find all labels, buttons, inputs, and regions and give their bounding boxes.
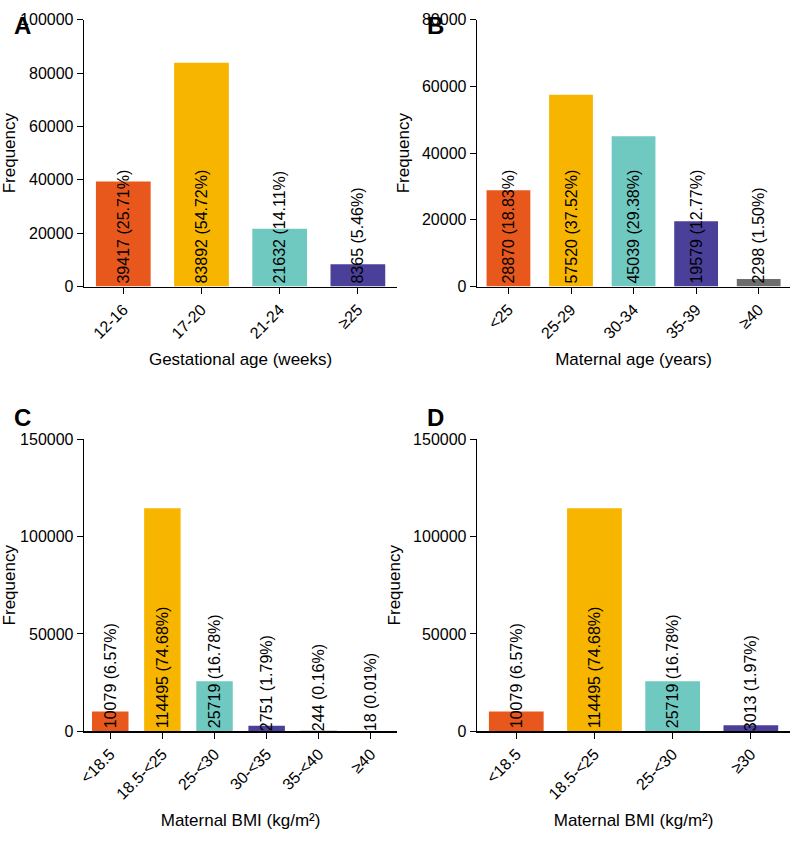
svg-text:18 (0.01%): 18 (0.01%) (362, 653, 379, 731)
svg-text:100000: 100000 (20, 528, 73, 545)
svg-text:35-39: 35-39 (663, 301, 704, 342)
svg-text:18.5-<25: 18.5-<25 (545, 746, 602, 803)
svg-text:80000: 80000 (29, 65, 74, 82)
svg-text:57520 (37.52%): 57520 (37.52%) (563, 170, 580, 284)
svg-text:150000: 150000 (413, 431, 466, 448)
svg-text:21-24: 21-24 (247, 301, 288, 342)
svg-text:28870 (18.83%): 28870 (18.83%) (500, 170, 517, 284)
svg-text:0: 0 (65, 278, 74, 295)
svg-text:60000: 60000 (29, 118, 74, 135)
svg-text:≥40: ≥40 (736, 301, 767, 332)
svg-text:0: 0 (458, 723, 467, 740)
svg-text:50000: 50000 (422, 625, 467, 642)
svg-text:20000: 20000 (29, 225, 74, 242)
svg-text:A: A (14, 12, 31, 39)
svg-text:25-<30: 25-<30 (175, 746, 223, 794)
svg-text:8365 (5.46%): 8365 (5.46%) (349, 187, 366, 283)
svg-text:Frequency: Frequency (385, 545, 404, 626)
svg-text:60000: 60000 (422, 78, 467, 95)
svg-text:30-34: 30-34 (600, 301, 641, 342)
svg-text:244 (0.16%): 244 (0.16%) (310, 644, 327, 731)
svg-text:C: C (14, 404, 31, 431)
svg-text:114495 (74.68%): 114495 (74.68%) (154, 607, 171, 729)
svg-text:35-<40: 35-<40 (279, 746, 327, 794)
svg-text:≥25: ≥25 (335, 301, 366, 332)
svg-text:2751 (1.79%): 2751 (1.79%) (258, 635, 275, 731)
svg-text:0: 0 (458, 278, 467, 295)
svg-text:25719 (16.78%): 25719 (16.78%) (206, 614, 223, 728)
svg-text:Gestational age (weeks): Gestational age (weeks) (149, 350, 332, 369)
svg-text:Maternal BMI (kg/m²): Maternal BMI (kg/m²) (554, 811, 714, 830)
svg-text:<25: <25 (485, 301, 516, 332)
svg-text:150000: 150000 (20, 431, 73, 448)
svg-text:100000: 100000 (413, 528, 466, 545)
svg-text:Frequency: Frequency (0, 112, 19, 193)
svg-text:25-<30: 25-<30 (633, 746, 681, 794)
svg-text:≥40: ≥40 (348, 746, 379, 777)
svg-text:3013 (1.97%): 3013 (1.97%) (742, 635, 759, 731)
svg-text:D: D (427, 404, 444, 431)
svg-text:Frequency: Frequency (394, 112, 413, 193)
svg-text:<18.5: <18.5 (77, 746, 118, 787)
svg-text:25719 (16.78%): 25719 (16.78%) (664, 614, 681, 728)
svg-text:Maternal age (years): Maternal age (years) (555, 350, 712, 369)
svg-text:50000: 50000 (29, 625, 74, 642)
svg-text:21632 (14.11%): 21632 (14.11%) (271, 171, 288, 284)
svg-text:30-<35: 30-<35 (227, 746, 275, 794)
svg-text:80000: 80000 (422, 11, 467, 28)
svg-text:45039 (29.38%): 45039 (29.38%) (625, 170, 642, 284)
svg-text:25-29: 25-29 (538, 301, 579, 342)
svg-text:18.5-<25: 18.5-<25 (113, 746, 170, 803)
svg-text:39417 (25.71%): 39417 (25.71%) (115, 170, 132, 284)
svg-text:12-16: 12-16 (90, 301, 131, 342)
svg-text:10079 (6.57%): 10079 (6.57%) (508, 623, 525, 728)
svg-text:2298 (1.50%): 2298 (1.50%) (750, 187, 767, 283)
svg-text:Maternal BMI (kg/m²): Maternal BMI (kg/m²) (161, 811, 321, 830)
svg-text:17-20: 17-20 (168, 301, 209, 342)
svg-text:20000: 20000 (422, 211, 467, 228)
svg-text:19579 (12.77%): 19579 (12.77%) (688, 170, 705, 284)
svg-text:100000: 100000 (20, 11, 73, 28)
svg-text:0: 0 (65, 723, 74, 740)
svg-text:40000: 40000 (29, 171, 74, 188)
svg-text:<18.5: <18.5 (483, 746, 524, 787)
svg-text:83892 (54.72%): 83892 (54.72%) (193, 170, 210, 284)
svg-text:10079 (6.57%): 10079 (6.57%) (102, 623, 119, 728)
svg-text:40000: 40000 (422, 145, 467, 162)
svg-text:B: B (427, 12, 444, 39)
svg-text:Frequency: Frequency (0, 545, 19, 626)
svg-text:114495 (74.68%): 114495 (74.68%) (586, 607, 603, 729)
svg-text:≥30: ≥30 (728, 746, 759, 777)
